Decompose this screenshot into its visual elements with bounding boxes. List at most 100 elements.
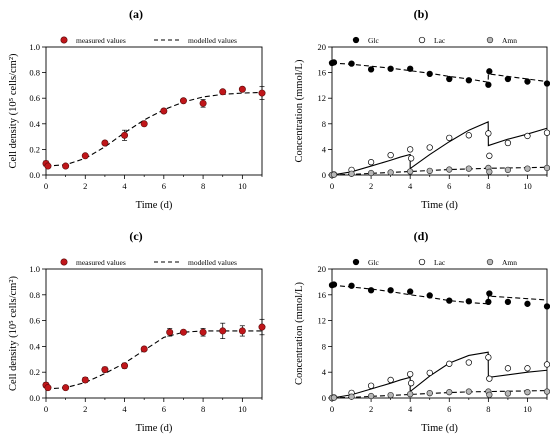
data-point-lac: [408, 155, 415, 162]
data-point-amn: [367, 392, 375, 400]
y-tick-label: 0.8: [29, 290, 40, 300]
data-point-measured: [258, 89, 266, 97]
x-tick-label: 8: [201, 404, 205, 414]
data-point-lac: [426, 144, 433, 151]
data-point-glc: [485, 298, 492, 306]
plot-frame: [331, 46, 548, 176]
data-point-amn: [426, 167, 433, 174]
legend-label-measured: measured values: [76, 258, 126, 267]
model-line-amn: [331, 390, 548, 399]
legend-label-amn: Amn: [502, 258, 517, 267]
x-tick-label: 6: [162, 181, 166, 191]
data-point-lac: [543, 129, 550, 136]
model-line-lac: [331, 351, 548, 399]
model-line-amn: [331, 166, 548, 176]
data-point-amn: [330, 394, 338, 401]
legend-marker-measured: [60, 258, 68, 266]
panel-label: (c): [129, 229, 142, 243]
data-point-measured: [199, 328, 207, 336]
data-point-amn: [387, 169, 394, 176]
panel-label: (d): [414, 229, 429, 243]
y-tick-label: 8: [322, 341, 326, 351]
data-point-measured: [179, 328, 187, 336]
y-tick-label: 0.0: [29, 393, 40, 403]
data-point-amn: [524, 165, 531, 172]
x-tick-label: 0: [44, 404, 48, 414]
data-point-measured: [179, 97, 187, 105]
y-tick-label: 0.6: [29, 93, 40, 103]
data-point-measured: [238, 327, 246, 335]
data-point-glc: [348, 60, 355, 67]
y-tick-label: 0.0: [29, 170, 40, 180]
legend-marker-measured: [60, 36, 68, 44]
legend-marker-amn: [486, 36, 494, 44]
data-point-measured: [166, 328, 174, 336]
y-tick-label: 20: [318, 42, 327, 52]
data-point-amn: [524, 389, 531, 396]
x-tick-label: 4: [408, 404, 413, 414]
legend-label-lac: Lac: [434, 36, 446, 45]
data-point-glc: [543, 303, 550, 310]
y-tick-label: 20: [318, 264, 327, 274]
y-tick-label: 12: [318, 316, 327, 326]
data-point-lac: [407, 146, 414, 153]
y-tick-label: 0.2: [29, 367, 40, 377]
plot-frame: [45, 268, 263, 399]
y-tick-label: 16: [318, 290, 327, 300]
x-tick-label: 8: [201, 181, 205, 191]
data-point-measured: [199, 99, 207, 107]
data-point-measured: [81, 376, 89, 384]
modelled-curve: [45, 91, 263, 167]
data-point-measured: [44, 384, 52, 392]
x-tick-label: 10: [523, 181, 532, 191]
data-point-glc: [524, 78, 531, 85]
x-tick-label: 2: [369, 404, 373, 414]
x-tick-label: 10: [238, 181, 247, 191]
data-point-lac: [543, 361, 550, 368]
x-tick-label: 6: [162, 404, 166, 414]
x-axis-title: Time (d): [136, 200, 173, 211]
data-point-measured: [121, 362, 129, 370]
x-tick-label: 2: [83, 404, 87, 414]
data-point-measured: [140, 345, 148, 353]
data-point-measured: [160, 107, 168, 115]
y-tick-label: 4: [322, 367, 327, 377]
chart-panel-4: (d) 0 2 4 6 8 10 0 4 8 12 16 20 Time (d) Concentration…: [294, 229, 550, 434]
legend-label-glc: Glc: [368, 36, 380, 45]
data-point-amn: [486, 168, 493, 175]
data-point-lac: [387, 152, 394, 159]
data-point-glc: [485, 81, 492, 88]
data-point-lac: [485, 130, 492, 137]
x-tick-label: 10: [238, 404, 247, 414]
chart-panel-2: (b) 0 2 4 6 8 10 0 4 8 12 16 20 Time (d) Concentration…: [294, 7, 550, 211]
data-point-amn: [543, 388, 550, 395]
y-tick-label: 0: [322, 170, 326, 180]
data-point-measured: [258, 323, 266, 331]
x-tick-label: 6: [447, 404, 451, 414]
data-point-lac: [465, 359, 472, 366]
data-point-amn: [504, 166, 512, 174]
data-point-glc: [407, 65, 414, 72]
x-axis-title: Time (d): [136, 423, 173, 434]
chart-panel-3: (c) 0 2 4 6 8 10 0.0 0.2 0.4 0.6 0.8 1.0 Time (d) Cell…: [8, 229, 266, 434]
y-tick-label: 0: [322, 393, 326, 403]
y-tick-label: 0.6: [29, 316, 40, 326]
data-point-glc: [426, 292, 433, 299]
legend-label-measured: measured values: [76, 36, 126, 45]
data-point-amn: [367, 169, 375, 177]
data-point-measured: [62, 162, 70, 170]
legend-marker-lac: [418, 36, 426, 44]
plot-frame: [331, 268, 548, 399]
y-tick-label: 8: [322, 119, 326, 129]
data-point-amn: [465, 165, 472, 172]
y-tick-label: 4: [322, 144, 327, 154]
data-point-amn: [543, 164, 550, 172]
y-tick-label: 0.4: [29, 341, 40, 351]
data-point-glc: [426, 70, 433, 78]
x-axis-title: Time (d): [421, 200, 458, 211]
data-point-measured: [238, 85, 246, 93]
y-axis-title: Concentration (mmol/L): [294, 282, 305, 385]
data-point-glc: [367, 287, 375, 294]
data-point-glc: [524, 300, 531, 307]
